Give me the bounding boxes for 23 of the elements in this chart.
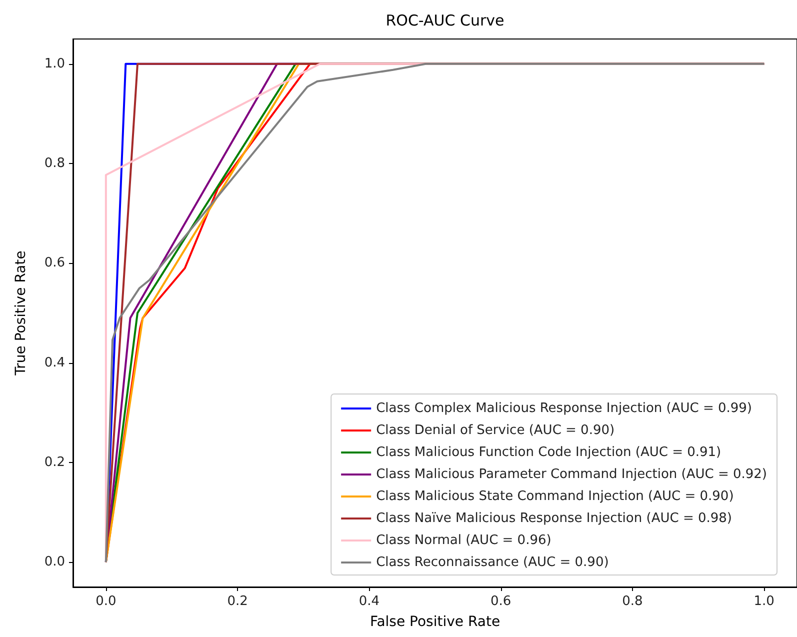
y-tick-label: 1.0 xyxy=(44,56,65,72)
legend-label: Class Malicious State Command Injection (AUC = 0.90) xyxy=(376,489,734,504)
x-tick-label: 0.2 xyxy=(227,594,248,609)
legend-label: Class Naïve Malicious Response Injection (AUC = 0.98) xyxy=(376,511,732,526)
legend-label: Class Malicious Parameter Command Injection (AUC = 0.92) xyxy=(376,467,768,482)
y-tick-label: 0.4 xyxy=(44,355,65,370)
legend-label: Class Complex Malicious Response Injection (AUC = 0.99) xyxy=(376,401,752,416)
x-tick-label: 0.4 xyxy=(358,594,380,609)
x-axis-title: False Positive Rate xyxy=(370,614,500,630)
y-tick-label: 0.6 xyxy=(44,256,65,271)
x-tick-label: 0.0 xyxy=(96,594,116,609)
x-tick-label: 0.8 xyxy=(622,594,643,609)
x-tick-label: 1.0 xyxy=(754,594,774,609)
legend-label: Class Reconnaissance (AUC = 0.90) xyxy=(376,555,609,570)
chart-title: ROC-AUC Curve xyxy=(386,12,504,30)
y-tick-label: 0.0 xyxy=(44,554,65,570)
y-tick-label: 0.8 xyxy=(44,156,65,172)
x-tick-label: 0.6 xyxy=(490,594,512,609)
y-axis-title: True Positive Rate xyxy=(13,250,29,376)
legend-label: Class Malicious Function Code Injection (AUC = 0.91) xyxy=(376,445,722,460)
y-tick-label: 0.2 xyxy=(44,454,65,470)
legend-label: Class Denial of Service (AUC = 0.90) xyxy=(376,423,615,438)
legend-label: Class Normal (AUC = 0.96) xyxy=(376,533,552,548)
